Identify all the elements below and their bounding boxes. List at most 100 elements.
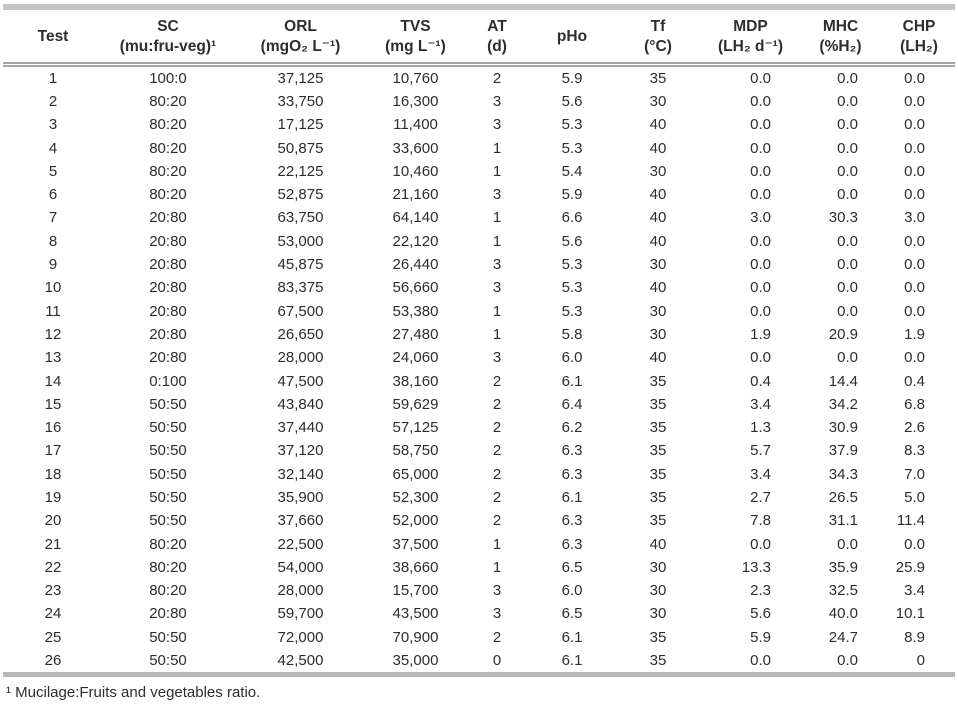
cell: 0.0 <box>837 116 858 134</box>
cell: 17 <box>44 442 62 460</box>
cell: 63,750 <box>277 209 324 227</box>
cell: 24 <box>44 605 62 623</box>
cell: 6.1 <box>561 628 583 646</box>
cell: 2 <box>492 465 502 483</box>
cell: 2 <box>492 628 502 646</box>
cell: 28,000 <box>277 349 324 367</box>
cell: 8.9 <box>904 628 925 646</box>
cell: 2 <box>492 512 502 530</box>
cell: 30.9 <box>828 419 858 437</box>
cell: 14 <box>44 372 62 390</box>
cell: 5.8 <box>561 325 583 343</box>
cell: 7.8 <box>750 512 771 530</box>
cell: 3.4 <box>750 465 771 483</box>
cell: 0.0 <box>837 535 858 553</box>
cell: 6.1 <box>561 372 583 390</box>
cell: 20:80 <box>149 232 187 250</box>
cell: 80:20 <box>149 535 187 553</box>
cell: 25.9 <box>895 558 925 576</box>
cell: 15,700 <box>392 582 439 600</box>
cell: 65,000 <box>392 465 439 483</box>
cell: 15 <box>44 395 62 413</box>
header-label: TVS <box>400 18 431 35</box>
cell: 40 <box>649 209 667 227</box>
cell: 0.0 <box>904 92 925 110</box>
table-row: 25 50:50 72,000 70,900 2 6.1 35 5.9 24.7 8.9 <box>3 626 955 649</box>
cell: 21,160 <box>392 186 439 204</box>
cell: 2 <box>492 69 502 87</box>
cell: 0.4 <box>904 372 925 390</box>
cell: 20:80 <box>149 279 187 297</box>
cell: 24,060 <box>392 349 439 367</box>
cell: 80:20 <box>149 162 187 180</box>
table-row: 16 50:50 37,440 57,125 2 6.2 35 1.3 30.9 2.6 <box>3 416 955 439</box>
cell: 45,875 <box>277 256 324 274</box>
cell: 37.9 <box>828 442 858 460</box>
cell: 0 <box>492 652 502 670</box>
cell: 6 <box>48 186 58 204</box>
cell: 20.9 <box>828 325 858 343</box>
cell: 57,125 <box>392 419 439 437</box>
table-row: 18 50:50 32,140 65,000 2 6.3 35 3.4 34.3 7.0 <box>3 463 955 486</box>
table-row: 13 20:80 28,000 24,060 3 6.0 40 0.0 0.0 0.0 <box>3 346 955 369</box>
cell: 14.4 <box>828 372 858 390</box>
cell: 20 <box>44 512 62 530</box>
cell: 35,000 <box>392 652 439 670</box>
column-header-orl: ORL (mgO₂ L⁻¹) <box>233 7 368 67</box>
cell: 0.0 <box>904 302 925 320</box>
cell: 1 <box>48 69 58 87</box>
cell: 47,500 <box>277 372 324 390</box>
cell: 1 <box>492 558 502 576</box>
cell: 35,900 <box>277 489 324 506</box>
header-label: Test <box>37 27 69 45</box>
cell: 3 <box>492 605 502 623</box>
cell: 0.0 <box>904 279 925 297</box>
cell: 0.0 <box>750 652 771 670</box>
cell: 0.0 <box>837 652 858 670</box>
cell: 50:50 <box>149 395 187 413</box>
cell: 0.0 <box>750 116 771 134</box>
column-header-tvs: TVS (mg L⁻¹) <box>368 7 463 67</box>
cell: 0.0 <box>904 116 925 134</box>
cell: 2 <box>492 419 502 437</box>
cell: 37,120 <box>277 442 324 460</box>
cell: 20:80 <box>149 605 187 623</box>
cell: 30 <box>649 605 667 623</box>
cell: 30.3 <box>828 209 858 227</box>
cell: 20:80 <box>149 256 187 274</box>
cell: 5 <box>48 162 58 180</box>
table-row: 2 80:20 33,750 16,300 3 5.6 30 0.0 0.0 0.0 <box>3 90 955 113</box>
header-label: MDP <box>733 18 768 35</box>
cell: 50:50 <box>149 442 187 460</box>
cell: 3.0 <box>750 209 771 227</box>
header-label: MHC <box>822 18 859 35</box>
cell: 40 <box>649 279 667 297</box>
table-row: 26 50:50 42,500 35,000 0 6.1 35 0.0 0.0 0 <box>3 649 955 675</box>
cell: 26,650 <box>277 325 324 343</box>
header-sublabel: (mu:fru-veg)¹ <box>119 37 217 55</box>
cell: 10 <box>44 279 62 297</box>
cell: 22,120 <box>392 232 439 250</box>
cell: 1 <box>492 139 502 157</box>
table-row: 1 100:0 37,125 10,760 2 5.9 35 0.0 0.0 0.0 <box>3 64 955 90</box>
table-row: 14 0:100 47,500 38,160 2 6.1 35 0.4 14.4 0.4 <box>3 370 955 393</box>
cell: 17,125 <box>277 116 324 134</box>
cell: 0.0 <box>837 186 858 204</box>
cell: 21 <box>44 535 62 553</box>
cell: 52,300 <box>392 489 439 506</box>
cell: 0:100 <box>149 372 187 390</box>
cell: 0.0 <box>750 69 771 87</box>
cell: 5.3 <box>561 139 583 157</box>
cell: 5.7 <box>750 442 771 460</box>
cell: 80:20 <box>149 92 187 110</box>
cell: 27,480 <box>392 325 439 343</box>
cell: 28,000 <box>277 582 324 600</box>
cell: 0.0 <box>904 186 925 204</box>
cell: 34.2 <box>828 395 858 413</box>
table-row: 6 80:20 52,875 21,160 3 5.9 40 0.0 0.0 0.0 <box>3 183 955 206</box>
cell: 50:50 <box>149 489 187 506</box>
cell: 2 <box>48 92 58 110</box>
table-row: 8 20:80 53,000 22,120 1 5.6 40 0.0 0.0 0.0 <box>3 230 955 253</box>
cell: 80:20 <box>149 558 187 576</box>
table-row: 15 50:50 43,840 59,629 2 6.4 35 3.4 34.2 6.8 <box>3 393 955 416</box>
